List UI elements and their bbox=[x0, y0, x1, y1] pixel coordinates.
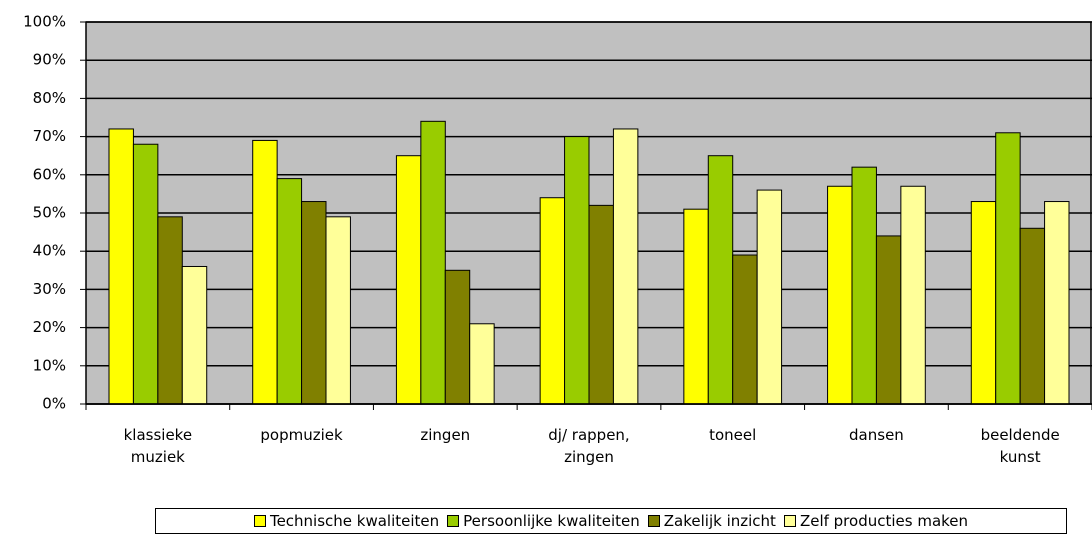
bar bbox=[325, 216, 351, 405]
y-tick-label: 40% bbox=[33, 242, 66, 260]
bar bbox=[995, 132, 1021, 405]
legend-swatch bbox=[783, 515, 796, 527]
bar bbox=[301, 201, 327, 405]
bar bbox=[756, 189, 783, 405]
bar bbox=[181, 265, 208, 405]
y-tick-label: 80% bbox=[33, 89, 66, 107]
y-tick-label: 0% bbox=[42, 395, 66, 413]
bar bbox=[444, 269, 471, 405]
legend-swatch bbox=[253, 515, 266, 527]
bar bbox=[827, 185, 853, 405]
legend-item: Persoonlijke kwaliteiten bbox=[447, 512, 640, 530]
bar bbox=[732, 254, 758, 405]
bar bbox=[395, 155, 422, 405]
legend-label: Persoonlijke kwaliteiten bbox=[463, 512, 640, 530]
bar bbox=[612, 128, 639, 405]
bar bbox=[420, 120, 446, 405]
bar bbox=[108, 128, 134, 405]
legend-label: Zakelijk inzicht bbox=[663, 512, 776, 530]
bar bbox=[252, 139, 278, 405]
bar bbox=[707, 155, 734, 405]
bar bbox=[469, 323, 495, 405]
y-tick-label: 60% bbox=[33, 165, 66, 183]
legend-label: Technische kwaliteiten bbox=[269, 512, 440, 530]
bar bbox=[851, 166, 877, 405]
bar bbox=[970, 201, 997, 405]
y-tick-label: 50% bbox=[33, 204, 66, 222]
y-tick-label: 70% bbox=[33, 127, 66, 145]
legend-item: Zelf producties maken bbox=[783, 512, 969, 530]
y-tick-label: 10% bbox=[33, 356, 66, 374]
bar bbox=[276, 178, 303, 405]
legend-item: Zakelijk inzicht bbox=[647, 512, 776, 530]
legend-swatch bbox=[447, 515, 460, 527]
legend-item: Technische kwaliteiten bbox=[253, 512, 440, 530]
x-tick-label: popmuziek bbox=[260, 426, 343, 444]
x-tick-label: dansen bbox=[849, 426, 904, 444]
y-tick-label: 30% bbox=[33, 280, 66, 298]
bar bbox=[157, 216, 183, 405]
bar bbox=[875, 235, 902, 405]
y-tick-label: 90% bbox=[33, 51, 66, 69]
y-tick-label: 20% bbox=[33, 318, 66, 336]
bar bbox=[132, 143, 159, 405]
bar bbox=[900, 185, 926, 405]
x-tick-label: dj/ rappen, zingen bbox=[548, 426, 630, 466]
legend-label: Zelf producties maken bbox=[799, 512, 969, 530]
bar bbox=[539, 197, 566, 405]
bar bbox=[1044, 201, 1070, 405]
bar bbox=[1019, 227, 1046, 405]
bar bbox=[588, 204, 614, 405]
x-tick-label: klassieke muziek bbox=[123, 426, 193, 466]
bar bbox=[564, 136, 590, 405]
x-tick-label: beeldende kunst bbox=[980, 426, 1060, 466]
x-tick-label: zingen bbox=[420, 426, 471, 444]
bar bbox=[683, 208, 709, 405]
legend-swatch bbox=[647, 515, 660, 527]
x-tick-label: toneel bbox=[709, 426, 757, 444]
y-tick-label: 100% bbox=[23, 13, 66, 31]
legend: Technische kwaliteiten Persoonlijke kwali… bbox=[155, 508, 1067, 534]
